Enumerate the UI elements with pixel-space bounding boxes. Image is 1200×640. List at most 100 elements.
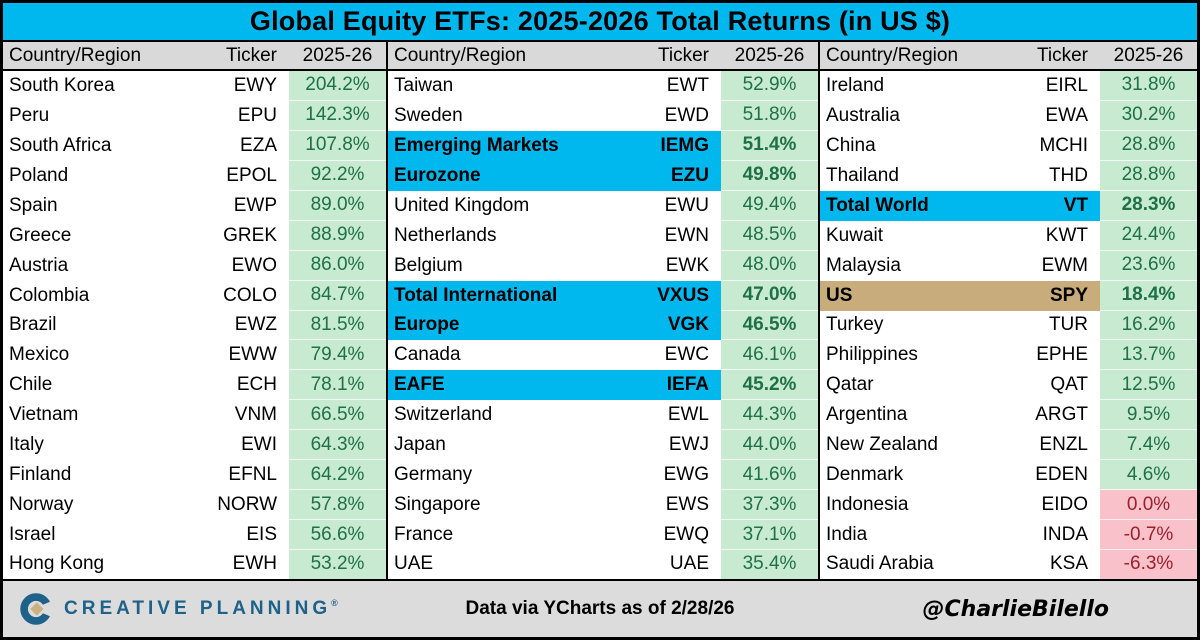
country-cell: Peru — [9, 104, 50, 126]
table-row: Argentina ARGT 9.5% — [820, 400, 1197, 431]
ticker-cell: COLO — [223, 284, 277, 306]
ticker-cell: EWC — [664, 344, 709, 366]
country-cell: Vietnam — [9, 404, 79, 426]
country-cell: Hong Kong — [9, 553, 105, 575]
table-row: Peru EPU 142.3% — [3, 100, 386, 131]
ticker-cell: KSA — [1049, 553, 1088, 575]
table-group-3: Country/Region Ticker 2025-26 Ireland EIR… — [820, 42, 1197, 579]
country-cell: Denmark — [826, 464, 904, 486]
value-cell: 57.8% — [289, 490, 386, 521]
value-cell: 48.5% — [721, 220, 818, 251]
ticker-cell: TUR — [1048, 314, 1088, 336]
value-cell: 142.3% — [289, 100, 386, 131]
value-cell: 0.0% — [1100, 490, 1197, 521]
ticker-cell: EWY — [233, 74, 277, 96]
value-cell: 28.8% — [1100, 130, 1197, 161]
value-cell: 47.0% — [721, 280, 818, 311]
country-cell: UAE — [394, 553, 434, 575]
country-column-header: Country/Region — [394, 44, 527, 66]
value-cell: 52.9% — [721, 71, 818, 101]
ticker-cell: QAT — [1050, 374, 1088, 396]
ticker-cell: EWA — [1045, 104, 1088, 126]
group-rows: Taiwan EWT 52.9% Sweden EWD 51.8% Emerging Mar… — [388, 71, 818, 579]
value-cell: 9.5% — [1100, 400, 1197, 431]
value-cell: 49.4% — [721, 190, 818, 221]
ticker-cell: EWT — [666, 74, 709, 96]
value-cell: 23.6% — [1100, 250, 1197, 281]
table-row: Malaysia EWM 23.6% — [820, 250, 1197, 281]
country-cell: Sweden — [394, 104, 463, 126]
ticker-column-header: Ticker — [657, 44, 709, 66]
country-cell: Eurozone — [388, 160, 609, 191]
page-title: Global Equity ETFs: 2025-2026 Total Retu… — [3, 3, 1197, 42]
table-row: Germany EWG 41.6% — [388, 460, 818, 491]
table-row: Japan EWJ 44.0% — [388, 430, 818, 461]
ticker-cell: EWM — [1041, 254, 1088, 276]
ticker-cell: IEMG — [609, 130, 721, 161]
table-row: Kuwait KWT 24.4% — [820, 220, 1197, 251]
table-row: Poland EPOL 92.2% — [3, 160, 386, 191]
value-cell: 64.2% — [289, 460, 386, 491]
value-cell: 41.6% — [721, 460, 818, 491]
table-row: South Africa EZA 107.8% — [3, 130, 386, 161]
value-cell: 12.5% — [1100, 370, 1197, 401]
ticker-cell: EZU — [609, 160, 721, 191]
value-cell: 44.3% — [721, 400, 818, 431]
value-cell: 51.8% — [721, 100, 818, 131]
table-row: Taiwan EWT 52.9% — [388, 71, 818, 101]
ticker-cell: NORW — [217, 494, 277, 516]
value-cell: 16.2% — [1100, 310, 1197, 341]
ticker-column-header: Ticker — [225, 44, 277, 66]
ticker-cell: EIS — [246, 524, 277, 546]
country-cell: Europe — [388, 310, 609, 341]
country-cell: Austria — [9, 254, 69, 276]
value-cell: 204.2% — [289, 71, 386, 101]
column-header-row: Country/Region Ticker 2025-26 — [3, 42, 386, 71]
country-cell: Taiwan — [394, 74, 454, 96]
ticker-cell: EWK — [665, 254, 709, 276]
ticker-cell: EWH — [232, 553, 277, 575]
ticker-cell: EFNL — [228, 464, 277, 486]
table-row: Netherlands EWN 48.5% — [388, 220, 818, 251]
table-row: Switzerland EWL 44.3% — [388, 400, 818, 431]
ticker-cell: KWT — [1045, 224, 1088, 246]
value-cell: 88.9% — [289, 220, 386, 251]
country-cell: Total World — [820, 190, 988, 221]
value-cell: 37.3% — [721, 490, 818, 521]
value-cell: 28.8% — [1100, 160, 1197, 191]
table-row: Greece GREK 88.9% — [3, 220, 386, 251]
table-row: Philippines EPHE 13.7% — [820, 340, 1197, 371]
value-cell: 7.4% — [1100, 430, 1197, 461]
country-cell: South Korea — [9, 74, 115, 96]
table-row: Brazil EWZ 81.5% — [3, 310, 386, 341]
period-column-header: 2025-26 — [734, 44, 805, 66]
table-row: India INDA -0.7% — [820, 520, 1197, 550]
country-cell: Colombia — [9, 284, 90, 306]
value-cell: 56.6% — [289, 520, 386, 550]
country-cell: Finland — [9, 464, 72, 486]
ticker-cell: THD — [1048, 164, 1088, 186]
ticker-cell: ARGT — [1035, 404, 1088, 426]
ticker-cell: EWU — [664, 194, 709, 216]
country-column-header: Country/Region — [9, 44, 142, 66]
ticker-cell: ECH — [236, 374, 277, 396]
table-row: Thailand THD 28.8% — [820, 160, 1197, 191]
value-cell: 13.7% — [1100, 340, 1197, 371]
value-cell: -0.7% — [1100, 520, 1197, 550]
table-row: Israel EIS 56.6% — [3, 520, 386, 550]
country-cell: Brazil — [9, 314, 57, 336]
ticker-cell: EWI — [241, 434, 277, 456]
country-cell: Poland — [9, 164, 69, 186]
country-cell: US — [820, 280, 988, 311]
table-row: Total International VXUS 47.0% — [388, 280, 818, 311]
ticker-cell: EWG — [663, 464, 709, 486]
table-row: Qatar QAT 12.5% — [820, 370, 1197, 401]
value-cell: 28.3% — [1100, 190, 1197, 221]
group-rows: Ireland EIRL 31.8% Australia EWA 30.2% China MC… — [820, 71, 1197, 579]
table-row: Europe VGK 46.5% — [388, 310, 818, 341]
country-cell: France — [394, 524, 454, 546]
table-row: Austria EWO 86.0% — [3, 250, 386, 281]
ticker-column-header: Ticker — [1036, 44, 1088, 66]
ticker-cell: INDA — [1042, 524, 1088, 546]
